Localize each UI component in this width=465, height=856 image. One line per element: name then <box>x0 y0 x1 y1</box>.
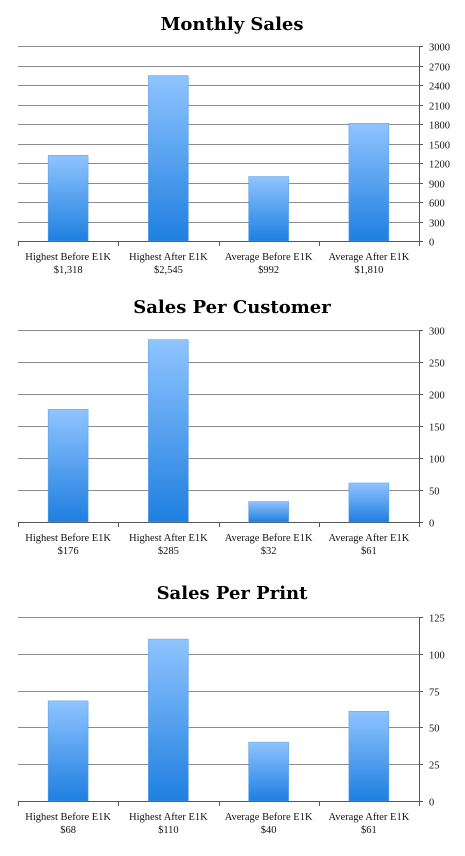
value-label: $1,810 <box>354 265 383 276</box>
value-label: $176 <box>58 546 79 557</box>
y-tick-label: 100 <box>429 651 445 662</box>
value-label: $2,545 <box>154 265 183 276</box>
category-label: Highest Before E1K <box>25 252 111 263</box>
category-label: Average After E1K <box>328 252 409 263</box>
bar <box>148 638 189 802</box>
y-tick-label: 100 <box>429 455 445 466</box>
chart-svg: Monthly Sales 0 300 600 900 1200 1500 1800 2100 2… <box>18 14 450 276</box>
chart-sales-per-print: Sales Per Print 0 25 50 75 100 125 Highest Befo… <box>0 570 465 856</box>
bar <box>348 123 390 242</box>
chart-svg: Sales Per Customer 0 50 100 150 200 250 300 High… <box>18 297 445 557</box>
category-label: Average Before E1K <box>225 812 313 823</box>
y-tick-label: 3000 <box>429 43 450 54</box>
chart-svg: Sales Per Print 0 25 50 75 100 125 Highest Befo… <box>18 583 445 836</box>
category-label: Average Before E1K <box>225 252 313 263</box>
y-tick-label: 2100 <box>429 102 450 113</box>
bar <box>248 501 289 523</box>
y-tick-label: 50 <box>429 724 440 735</box>
value-label: $61 <box>361 546 377 557</box>
bar <box>47 155 89 242</box>
y-tick-label: 300 <box>429 327 445 338</box>
y-tick-label: 600 <box>429 199 445 210</box>
y-tick-label: 75 <box>429 688 440 699</box>
y-tick-label: 0 <box>429 798 434 809</box>
y-tick-label: 900 <box>429 180 445 191</box>
category-label: Highest After E1K <box>129 812 208 823</box>
bar <box>348 710 390 802</box>
value-label: $68 <box>60 825 76 836</box>
y-tick-label: 150 <box>429 423 445 434</box>
y-tick-label: 50 <box>429 487 440 498</box>
chart-title: Sales Per Print <box>157 583 309 604</box>
chart-sales-per-customer: Sales Per Customer 0 50 100 150 200 250 300 High… <box>0 285 465 570</box>
y-tick-label: 0 <box>429 238 434 249</box>
y-tick-label: 125 <box>429 614 445 625</box>
category-label: Average After E1K <box>328 533 409 544</box>
category-label: Highest Before E1K <box>25 812 111 823</box>
category-label: Highest After E1K <box>129 533 208 544</box>
value-label: $32 <box>261 546 277 557</box>
bar <box>248 176 289 242</box>
chart-monthly-sales: Monthly Sales 0 300 600 900 1200 1500 1800 2100 2… <box>0 0 465 285</box>
bar <box>348 482 390 523</box>
value-label: $285 <box>158 546 179 557</box>
bar <box>47 409 89 523</box>
category-label: Average Before E1K <box>225 533 313 544</box>
bar <box>248 741 289 802</box>
y-tick-label: 300 <box>429 219 445 230</box>
bar <box>148 75 189 242</box>
y-tick-label: 250 <box>429 359 445 370</box>
y-tick-label: 25 <box>429 761 440 772</box>
category-label: Highest Before E1K <box>25 533 111 544</box>
chart-title: Sales Per Customer <box>133 297 331 318</box>
value-label: $110 <box>158 825 179 836</box>
y-tick-label: 1500 <box>429 141 450 152</box>
chart-title: Monthly Sales <box>160 14 303 35</box>
value-label: $40 <box>261 825 277 836</box>
value-label: $61 <box>361 825 377 836</box>
y-tick-label: 1800 <box>429 121 450 132</box>
category-label: Average After E1K <box>328 812 409 823</box>
y-tick-label: 2400 <box>429 82 450 93</box>
value-label: $992 <box>258 265 279 276</box>
y-tick-label: 2700 <box>429 63 450 74</box>
y-tick-label: 1200 <box>429 160 450 171</box>
y-tick-label: 0 <box>429 519 434 530</box>
bar <box>148 339 189 523</box>
bar <box>47 700 89 802</box>
value-label: $1,318 <box>54 265 83 276</box>
category-label: Highest After E1K <box>129 252 208 263</box>
y-tick-label: 200 <box>429 391 445 402</box>
